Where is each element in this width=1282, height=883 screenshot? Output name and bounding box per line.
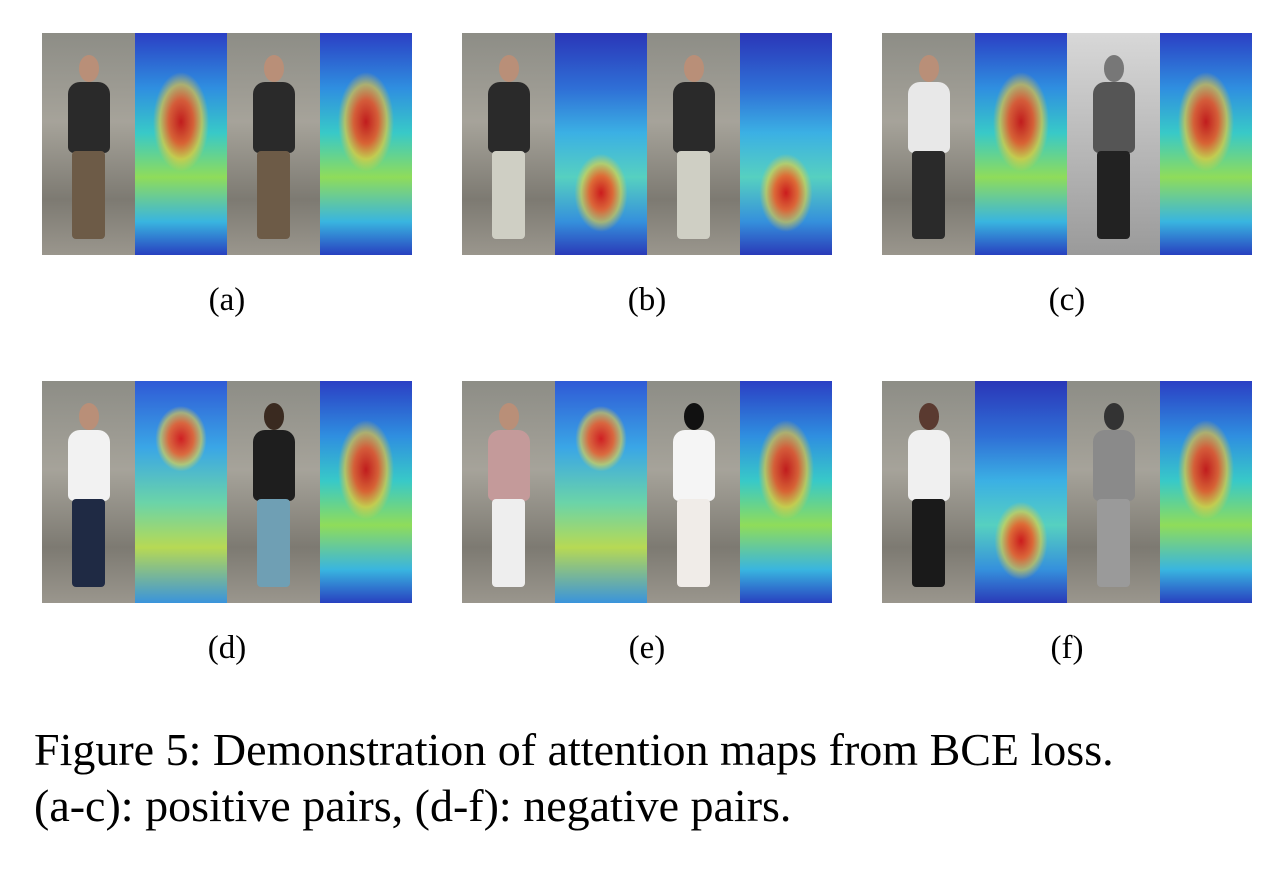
person-image-query (42, 381, 135, 603)
panel-label: (b) (627, 282, 667, 318)
attention-map-gallery (319, 381, 412, 603)
attention-map-gallery (319, 33, 412, 255)
person-image-gallery (647, 33, 740, 255)
panel-label: (c) (1048, 282, 1086, 318)
panel-c (882, 33, 1252, 255)
person-image-query (882, 381, 975, 603)
attention-map-query (134, 33, 227, 255)
figure-caption: Figure 5: Demonstration of attention map… (34, 722, 1274, 834)
caption-line-2: (a-c): positive pairs, (d-f): negative p… (34, 780, 792, 831)
attention-map-query (974, 381, 1067, 603)
person-image-query (462, 33, 555, 255)
person-image-gallery (1067, 381, 1160, 603)
person-image-query (42, 33, 135, 255)
panel-e (462, 381, 832, 603)
attention-map-gallery (739, 33, 832, 255)
attention-map-query (134, 381, 227, 603)
panel-label: (d) (207, 630, 247, 666)
person-image-gallery (647, 381, 740, 603)
attention-map-query (554, 33, 647, 255)
person-image-query (882, 33, 975, 255)
panel-f (882, 381, 1252, 603)
panel-d (42, 381, 412, 603)
person-image-gallery (227, 381, 320, 603)
attention-map-query (554, 381, 647, 603)
attention-map-gallery (739, 381, 832, 603)
caption-line-1: Figure 5: Demonstration of attention map… (34, 724, 1114, 775)
person-image-gallery (1067, 33, 1160, 255)
person-image-gallery (227, 33, 320, 255)
panel-label: (a) (208, 282, 246, 318)
person-image-query (462, 381, 555, 603)
panel-b (462, 33, 832, 255)
attention-map-query (974, 33, 1067, 255)
panel-label: (f) (1050, 630, 1084, 666)
attention-map-gallery (1159, 33, 1252, 255)
panel-a (42, 33, 412, 255)
attention-map-gallery (1159, 381, 1252, 603)
panel-label: (e) (628, 630, 666, 666)
